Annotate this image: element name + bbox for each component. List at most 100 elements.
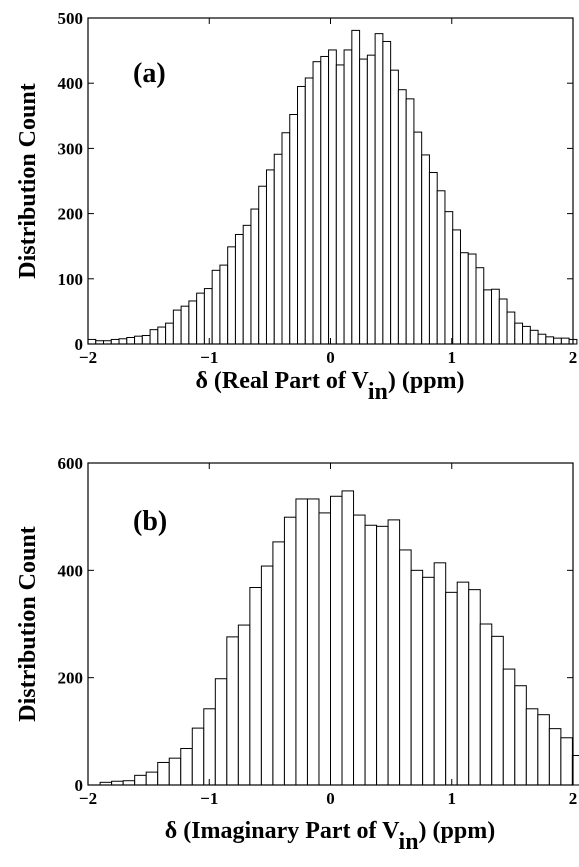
histogram-bar <box>491 288 500 345</box>
x-axis-label-b-subscript: in <box>399 829 419 855</box>
histogram-bar <box>304 77 314 345</box>
histogram-bar <box>237 624 251 786</box>
histogram-bar <box>250 208 260 345</box>
histogram-bar <box>165 322 174 345</box>
histogram-bar <box>157 326 167 345</box>
histogram-bar <box>353 514 366 786</box>
y-tick-label: 600 <box>58 454 84 473</box>
histogram-bar <box>422 576 435 786</box>
x-axis-label-a-subscript: in <box>368 379 388 405</box>
x-tick-label: 1 <box>448 789 457 808</box>
histogram-bar <box>283 516 297 786</box>
histogram-bar <box>87 338 97 345</box>
histogram-bar <box>498 298 508 345</box>
histogram-bar <box>456 581 470 786</box>
histogram-bar <box>537 714 550 786</box>
y-axis-label-b: Distribution Count <box>15 526 41 721</box>
histogram-bar <box>318 512 332 786</box>
histogram-bar <box>359 58 368 345</box>
histogram-bar <box>320 55 330 345</box>
y-tick-label: 300 <box>58 139 84 158</box>
histogram-bar <box>459 252 469 345</box>
x-axis-label-a: δ (Real Part of Vin) (ppm) <box>195 368 464 405</box>
y-tick-label: 0 <box>75 335 84 354</box>
x-axis-label-b-main: δ (Imaginary Part of V <box>165 818 400 844</box>
histogram-bar <box>281 132 291 345</box>
y-tick-label: 200 <box>58 669 84 688</box>
histogram-bar <box>249 587 262 786</box>
histogram-bar <box>118 338 128 345</box>
histogram-bar <box>491 635 504 786</box>
x-tick-label: −1 <box>200 789 218 808</box>
histogram-bar <box>376 525 389 786</box>
histogram-bar <box>141 335 151 345</box>
x-tick-label: 0 <box>326 789 335 808</box>
x-axis-label-a-main: δ (Real Part of V <box>195 368 369 394</box>
histogram-bar <box>242 224 252 345</box>
histogram-bar <box>273 153 283 345</box>
x-tick-label: 1 <box>448 348 457 367</box>
histogram-bar <box>265 169 275 345</box>
histogram-bar <box>444 211 454 345</box>
chart-panel-a: −2 −1 0 1 2 0 100 200 300 400 500 (a) Distributio… <box>15 9 578 405</box>
x-tick-label: −2 <box>79 348 97 367</box>
histogram-bar <box>514 322 524 345</box>
histogram-bar <box>514 685 527 786</box>
histogram-bar <box>433 562 447 786</box>
x-axis-label-b: δ (Imaginary Part of Vin) (ppm) <box>165 818 495 855</box>
histogram-bar <box>548 728 562 786</box>
histogram-bar <box>537 333 547 345</box>
x-ticks-a: −2 −1 0 1 2 <box>79 18 577 367</box>
histogram-bar <box>483 289 493 345</box>
histogram-bar <box>397 89 407 345</box>
histogram-bar <box>410 569 424 786</box>
histogram-bar <box>214 678 228 786</box>
y-ticks-a: 0 100 200 300 400 500 <box>58 9 573 354</box>
histogram-bar <box>260 565 274 786</box>
histogram-bar <box>226 636 239 786</box>
histogram-bar <box>351 29 361 345</box>
histogram-bar <box>180 305 190 345</box>
histogram-bar <box>312 61 322 345</box>
histogram-bar <box>436 190 446 345</box>
histogram-bar <box>328 49 337 345</box>
histogram-bar <box>529 329 539 345</box>
histogram-bar <box>145 771 159 786</box>
bars-a <box>87 29 578 345</box>
histogram-bar <box>399 549 412 786</box>
histogram-bar <box>134 335 143 345</box>
histogram-bar <box>382 40 392 345</box>
histogram-bar <box>452 229 461 345</box>
y-tick-label: 400 <box>58 561 84 580</box>
histogram-bar <box>110 338 120 345</box>
histogram-bar <box>343 49 353 345</box>
chart-panel-b: −2 −1 0 1 2 0 200 400 600 (b) Distribution Coun… <box>15 454 579 855</box>
x-axis-label-b-tail: ) (ppm) <box>419 818 496 844</box>
y-tick-label: 0 <box>75 776 84 795</box>
y-ticks-b: 0 200 400 600 <box>58 454 573 795</box>
histogram-bar <box>234 233 244 345</box>
histogram-bar <box>387 519 401 786</box>
histogram-bar <box>180 748 193 786</box>
histogram-bar <box>571 754 579 786</box>
histogram-bar <box>134 774 147 786</box>
histogram-bar <box>522 325 531 345</box>
y-tick-label: 500 <box>58 9 84 28</box>
histogram-bar <box>196 292 205 345</box>
histogram-bar <box>364 524 378 786</box>
histogram-bar <box>445 591 458 786</box>
panel-label-a: (a) <box>133 58 166 89</box>
histogram-bar <box>553 337 562 345</box>
histogram-bar <box>306 498 320 786</box>
histogram-bar <box>188 300 198 345</box>
histogram-bar <box>211 269 221 345</box>
histogram-bar <box>366 54 376 345</box>
histogram-bar <box>428 172 438 345</box>
histogram-bar <box>390 69 399 345</box>
histogram-bar <box>149 329 159 345</box>
histogram-bar <box>126 336 136 345</box>
histogram-bar <box>335 64 345 345</box>
histogram-bar <box>330 495 343 786</box>
histogram-bar <box>467 253 477 345</box>
